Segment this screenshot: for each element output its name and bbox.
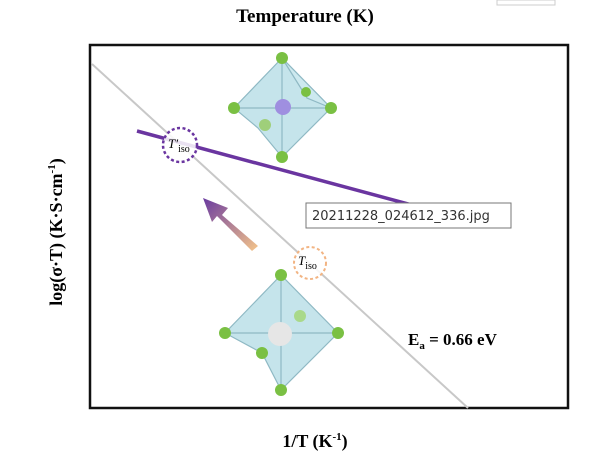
label-t-iso: Tiso [298,253,317,272]
octahedron-bottom [219,269,344,396]
clipped-box [496,0,556,6]
tooltip: 20211228_024612_336.jpg [305,202,512,229]
label-t-iso-prime: T′iso [168,136,190,155]
tooltip-text: 20211228_024612_336.jpg [312,209,490,224]
shift-arrow [203,198,258,251]
top-axis-label: Temperature (K) [236,6,374,27]
x-axis-label: 1/T (K-1) [282,431,347,452]
tooltip-box [305,202,512,229]
marker-t-iso [293,246,327,280]
activation-energy: Ea = 0.66 eV [408,330,498,352]
marker-t-iso-prime [161,126,199,164]
y-axis-label: log(σ·T) (K·S·cm-1) [46,158,67,305]
arrhenius-line [91,63,469,409]
plot-frame [88,43,570,410]
octahedron-top [228,52,337,163]
